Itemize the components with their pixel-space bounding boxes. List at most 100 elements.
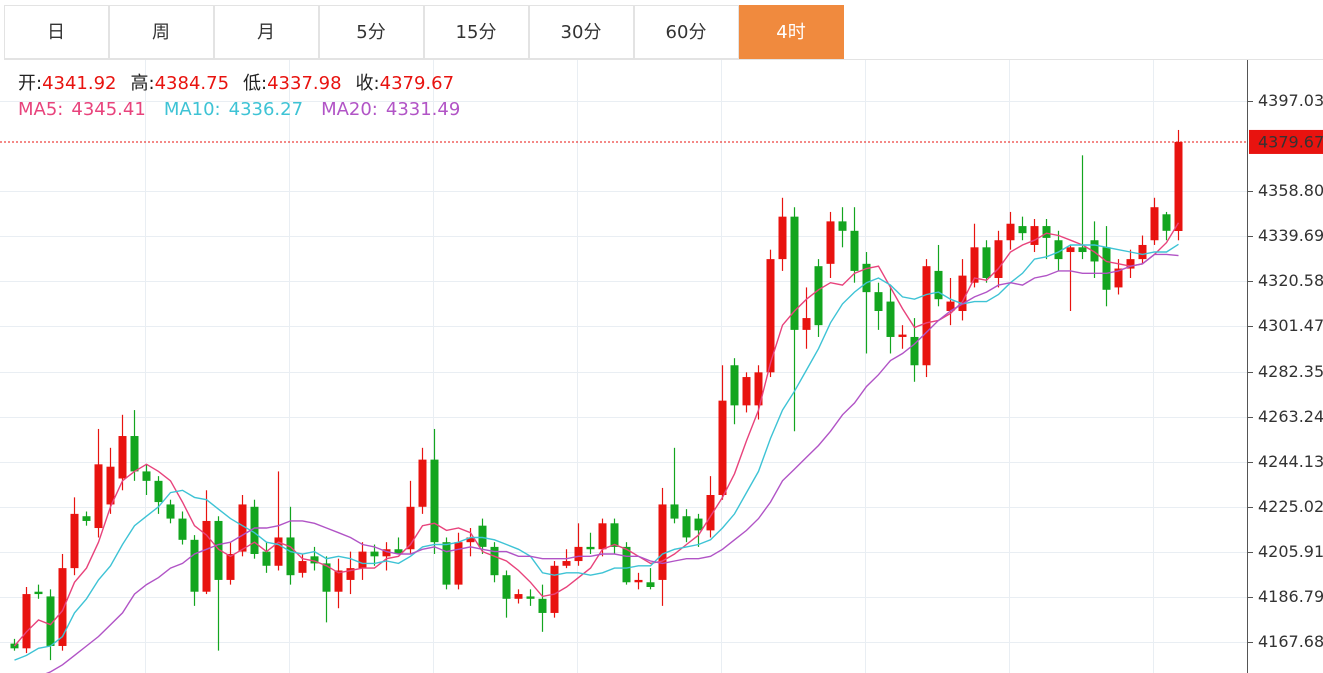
candle-body <box>718 400 727 495</box>
quote-label: 收: <box>356 73 380 94</box>
legend-value: 4331.49 <box>386 99 460 120</box>
candle-body <box>82 516 91 521</box>
candle-body <box>1114 268 1123 288</box>
legend-name: MA10: <box>164 99 221 120</box>
tab[interactable] <box>214 5 319 59</box>
y-tick-label: 4397.03 <box>1258 91 1323 110</box>
horizontal-grid <box>0 101 1247 643</box>
candle-body <box>958 275 967 312</box>
tab-label[interactable]: 5分 <box>356 22 385 43</box>
last-price-label: 4379.67 <box>1258 132 1323 151</box>
candle-body <box>394 549 403 554</box>
candle-body <box>706 494 715 531</box>
candle-body <box>742 377 751 406</box>
candle-body <box>1126 259 1135 269</box>
tab[interactable] <box>529 5 634 59</box>
candle-body <box>598 523 607 550</box>
tab-label[interactable]: 15分 <box>456 22 497 43</box>
quote-label: 低: <box>243 73 267 94</box>
y-tick-label: 4244.13 <box>1258 452 1323 471</box>
tab-label[interactable]: 60分 <box>666 22 707 43</box>
price-axis-labels: 4167.68 4186.79 4205.91 4225.02 4244.13 4263.… <box>1247 91 1323 651</box>
candle-body <box>1138 244 1147 260</box>
candle-body <box>970 247 979 283</box>
candle-body <box>910 336 919 366</box>
candle-body <box>1174 141 1183 231</box>
tab-label[interactable]: 30分 <box>561 22 602 43</box>
quote-value: 4341.92 <box>42 73 116 94</box>
candle-body <box>850 230 859 271</box>
tab-label[interactable]: 日 <box>47 22 65 43</box>
candle-body <box>58 568 67 646</box>
y-tick-label: 4263.24 <box>1258 407 1323 426</box>
quote-value: 4379.67 <box>380 73 454 94</box>
candle-body <box>190 539 199 592</box>
y-tick-label: 4282.35 <box>1258 362 1323 381</box>
candle-body <box>790 216 799 330</box>
candle-body <box>226 553 235 580</box>
candle-body <box>766 259 775 373</box>
candle-body <box>886 301 895 337</box>
candle-body <box>130 436 139 472</box>
candle-body <box>586 546 595 550</box>
tab[interactable] <box>4 5 109 59</box>
ma-line <box>14 243 1179 661</box>
ma-line <box>45 253 1179 673</box>
candle-body <box>994 240 1003 278</box>
tab[interactable] <box>424 5 529 59</box>
candle-body <box>1054 240 1063 260</box>
y-tick-label: 4186.79 <box>1258 587 1323 606</box>
candle-body <box>514 594 523 599</box>
candle-body <box>298 561 307 573</box>
candle-body <box>46 596 55 646</box>
candle-body <box>550 565 559 613</box>
candle-body <box>946 301 955 312</box>
tab[interactable] <box>739 5 844 59</box>
candle-body <box>250 506 259 554</box>
candle-body <box>622 546 631 583</box>
candle-body <box>286 537 295 576</box>
candle-body <box>634 579 643 583</box>
candle-body <box>1162 214 1171 231</box>
candle-body <box>22 594 31 649</box>
tab[interactable] <box>109 5 214 59</box>
candle-body <box>682 516 691 538</box>
candle-body <box>1006 223 1015 241</box>
candle-body <box>934 270 943 300</box>
tab-label[interactable]: 月 <box>257 22 275 43</box>
candle-body <box>502 575 511 599</box>
candle-body <box>526 596 535 599</box>
candle-body <box>874 292 883 312</box>
candle-body <box>262 551 271 566</box>
candle-body <box>358 551 367 569</box>
legend-name: MA20: <box>321 99 378 120</box>
candle-body <box>802 318 811 330</box>
candle-body <box>538 598 547 613</box>
candle-body <box>166 504 175 519</box>
candle-body <box>646 582 655 587</box>
candle-body <box>94 464 103 529</box>
candle-body <box>154 480 163 503</box>
candle-body <box>862 263 871 293</box>
candle-body <box>274 537 283 566</box>
y-tick-label: 4301.47 <box>1258 316 1323 335</box>
candle-body <box>310 556 319 564</box>
candle-body <box>418 459 427 507</box>
candle-body <box>610 523 619 547</box>
tab-label[interactable]: 周 <box>152 22 170 43</box>
candle-body <box>814 266 823 326</box>
candle-body <box>490 546 499 576</box>
candle-body <box>1150 207 1159 241</box>
candle-body <box>442 542 451 585</box>
candle-body <box>1066 247 1075 253</box>
candle-body <box>334 570 343 592</box>
candle-body <box>106 466 115 505</box>
candle-body <box>838 221 847 231</box>
candle-body <box>142 471 151 481</box>
tab[interactable] <box>319 5 424 59</box>
tab-label[interactable]: 4时 <box>776 22 805 43</box>
candle-body <box>118 436 127 479</box>
tab[interactable] <box>634 5 739 59</box>
